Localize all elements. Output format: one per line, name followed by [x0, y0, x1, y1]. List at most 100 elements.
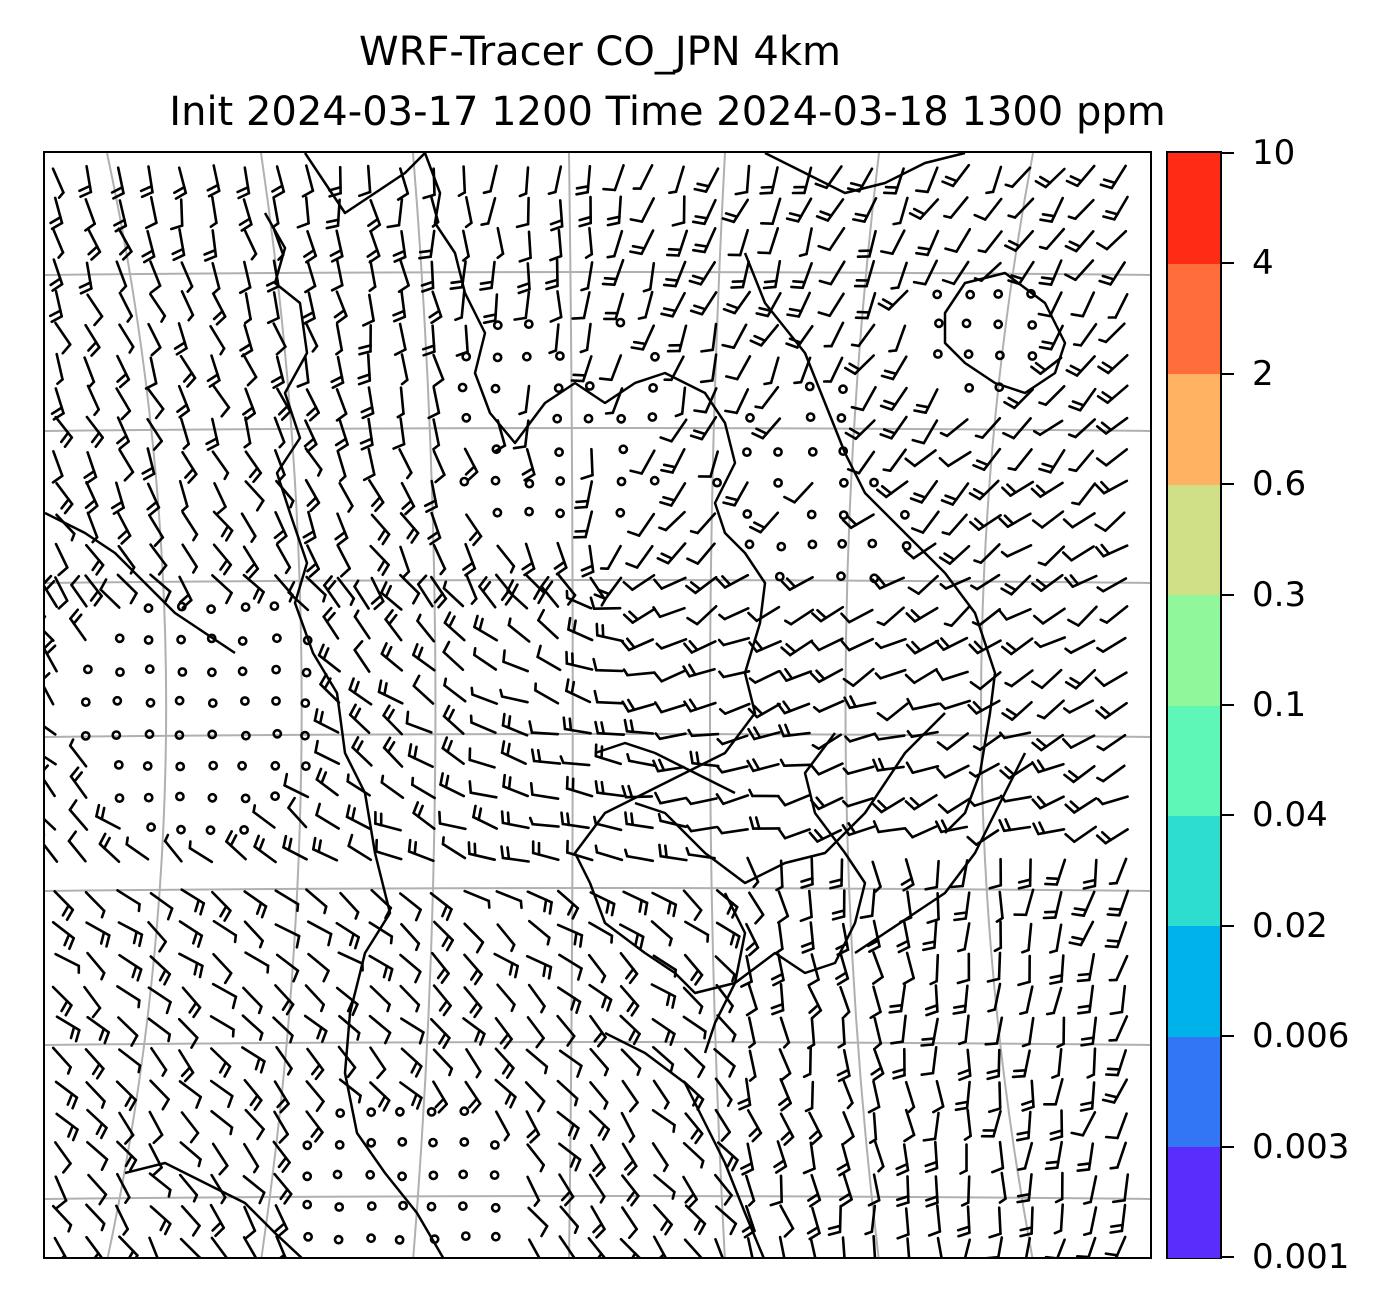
wind-barb — [674, 386, 687, 418]
wind-barb — [721, 198, 750, 224]
wind-barb — [180, 290, 195, 322]
wind-barb — [328, 165, 342, 198]
wind-barb — [827, 1204, 843, 1236]
wind-barb — [252, 804, 276, 829]
wind-barb — [905, 606, 939, 623]
calm-wind-marker — [648, 382, 658, 393]
wind-barb — [799, 889, 813, 923]
calm-wind-marker — [366, 1137, 377, 1148]
wind-barb — [853, 259, 876, 288]
wind-barb — [176, 384, 191, 419]
calm-wind-marker — [555, 476, 566, 486]
wind-barb — [779, 758, 812, 768]
wind-barb — [687, 728, 720, 738]
wind-barb — [632, 164, 654, 190]
wind-barb — [462, 542, 477, 577]
wind-barb — [468, 747, 496, 769]
wind-barb — [125, 836, 150, 861]
wind-barb — [400, 353, 409, 386]
wind-barb — [86, 951, 106, 981]
colorbar-tick-label: 0.3 — [1252, 574, 1307, 615]
wind-barb — [1096, 384, 1129, 404]
wind-barb — [457, 165, 467, 198]
wind-barb — [558, 1235, 576, 1257]
wind-barb — [598, 354, 623, 382]
wind-barb — [882, 448, 907, 473]
wind-barb — [685, 824, 719, 833]
wind-barb — [914, 166, 939, 194]
calm-wind-marker — [838, 446, 849, 456]
wind-barb — [1020, 922, 1033, 954]
wind-barb — [654, 732, 687, 741]
wind-barb — [621, 1142, 638, 1176]
calm-wind-marker — [80, 697, 91, 707]
wind-barb — [521, 447, 536, 482]
colorbar-tick — [1222, 483, 1234, 486]
wind-barb — [714, 1077, 733, 1108]
wind-barb — [1064, 797, 1098, 814]
wind-barb — [369, 544, 390, 577]
wind-barb — [1007, 448, 1033, 472]
wind-barb — [181, 986, 202, 1019]
wind-barb — [877, 289, 909, 311]
wind-barb — [273, 1080, 290, 1114]
calm-wind-marker — [365, 1169, 376, 1180]
wind-barb — [1064, 668, 1097, 690]
wind-barb — [1076, 952, 1096, 983]
wind-barb — [86, 1140, 109, 1172]
wind-barb — [524, 573, 546, 605]
wind-barb — [145, 195, 158, 230]
wind-barb — [1109, 1203, 1127, 1234]
wind-barb — [1031, 795, 1065, 810]
wind-barb — [427, 511, 442, 546]
wind-barb — [242, 573, 265, 604]
wind-barb — [442, 704, 465, 735]
wind-barb — [420, 260, 435, 293]
wind-barb — [986, 1236, 1004, 1257]
wind-barb — [399, 1017, 425, 1045]
wind-barb — [879, 415, 908, 440]
graticule-meridian — [106, 153, 168, 1257]
wind-barb — [432, 984, 452, 1017]
wind-barb — [967, 699, 1001, 715]
calm-wind-marker — [176, 601, 187, 612]
wind-barb — [722, 481, 749, 507]
wind-barb — [790, 262, 813, 290]
wind-barb — [1032, 821, 1066, 836]
wind-barb — [715, 573, 750, 589]
wind-barb — [683, 1238, 703, 1257]
wind-barb — [746, 856, 760, 889]
calm-wind-marker — [492, 507, 503, 518]
wind-barb — [956, 1205, 971, 1238]
wind-barb — [540, 575, 560, 608]
wind-barb — [606, 195, 623, 227]
wind-barb — [778, 1235, 786, 1257]
wind-barb — [559, 755, 591, 767]
wind-barb — [879, 386, 908, 411]
wind-barb — [558, 1173, 575, 1207]
wind-barb — [206, 164, 221, 198]
wind-barb — [724, 388, 750, 415]
wind-barb — [580, 447, 594, 480]
colorbar-tick — [1222, 262, 1234, 265]
calm-wind-marker — [933, 349, 943, 359]
calm-wind-marker — [837, 538, 848, 549]
wind-barb — [817, 226, 846, 252]
wind-barb — [842, 667, 875, 688]
colorbar-tick — [1222, 1256, 1234, 1258]
wind-barb — [880, 355, 908, 381]
calm-wind-marker — [490, 383, 501, 394]
wind-barb — [1064, 230, 1095, 253]
wind-barb — [990, 1140, 1005, 1174]
wind-barb — [553, 541, 568, 576]
wind-barb — [1063, 764, 1096, 784]
wind-barb — [1000, 543, 1033, 558]
wind-barb — [302, 510, 317, 545]
wind-barb — [188, 840, 214, 864]
wind-barb — [346, 773, 371, 797]
wind-barb — [1003, 230, 1035, 252]
wind-barb — [432, 920, 455, 952]
graticule-parallel — [45, 271, 1150, 276]
wind-barb — [526, 1175, 541, 1207]
wind-barb — [392, 417, 406, 450]
